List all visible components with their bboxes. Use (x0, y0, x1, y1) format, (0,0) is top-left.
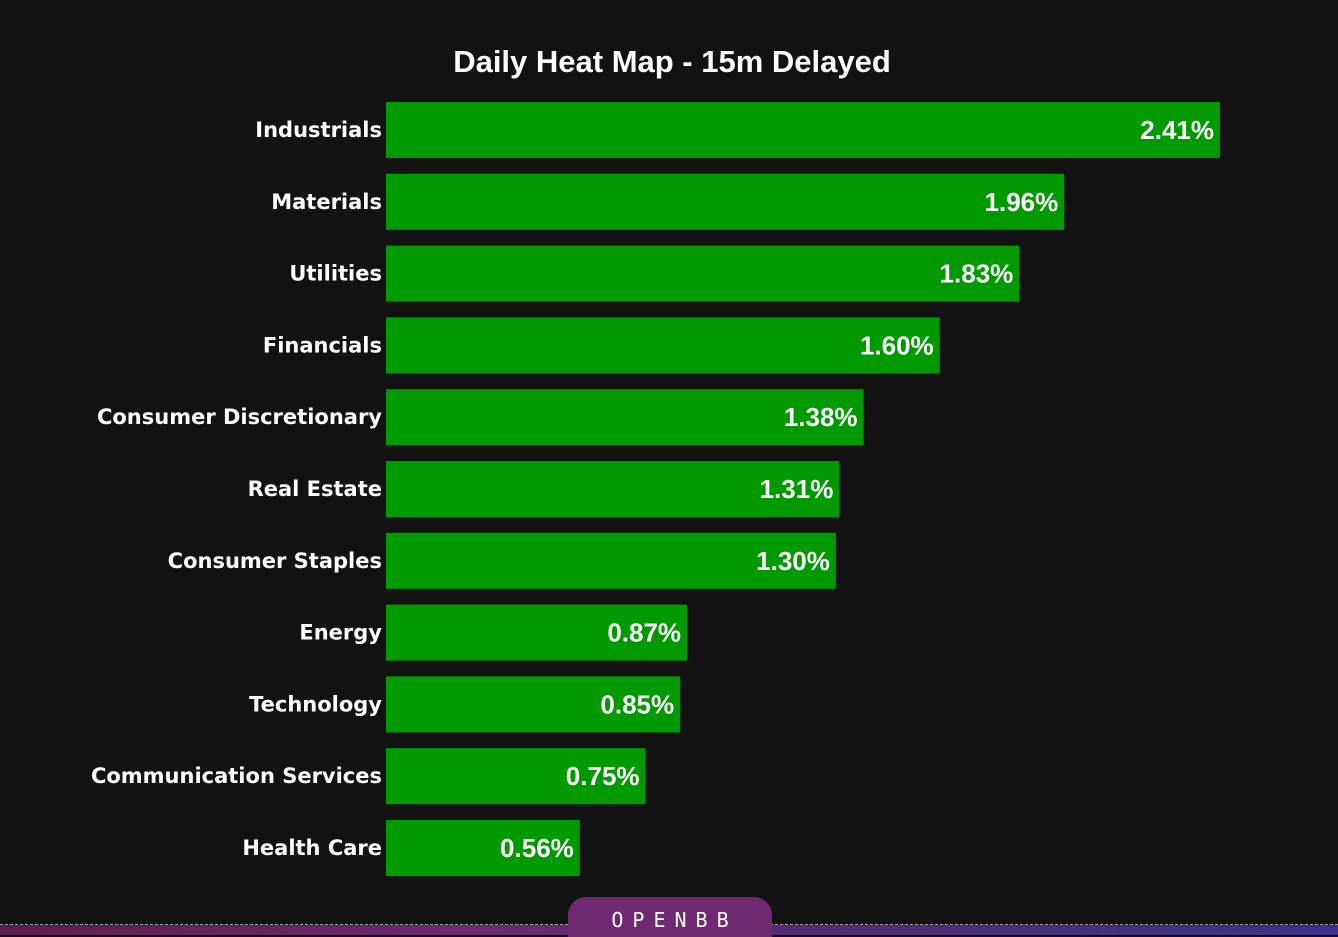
category-label: Industrials (255, 118, 382, 142)
bar-financials (386, 317, 940, 374)
value-label: 0.85% (600, 689, 674, 719)
brand-tab (568, 897, 772, 937)
category-label: Consumer Discretionary (97, 405, 382, 429)
value-label: 1.30% (756, 546, 830, 576)
value-label: 0.56% (500, 833, 574, 863)
bars-layer: Industrials 2.41% Materials 1.96% Utilities 1… (91, 102, 1220, 876)
value-label: 0.75% (566, 761, 640, 791)
bar-industrials (386, 102, 1220, 158)
value-label: 0.87% (607, 618, 681, 648)
bar-health-care (386, 820, 580, 876)
bar-consumer-staples (386, 532, 836, 589)
category-label: Materials (271, 190, 382, 214)
value-label: 1.96% (985, 187, 1059, 217)
chart-title: Daily Heat Map - 15m Delayed (453, 44, 891, 79)
bar-utilities (386, 245, 1020, 302)
category-label: Health Care (242, 836, 382, 860)
value-label: 1.83% (940, 259, 1014, 289)
category-label: Communication Services (91, 764, 382, 788)
value-label: 1.60% (860, 330, 934, 360)
bar-energy (386, 604, 688, 661)
bar-communication-services (386, 748, 646, 805)
category-label: Energy (299, 621, 382, 645)
bar-materials (386, 173, 1065, 230)
value-label: 2.41% (1140, 115, 1214, 145)
bar-real-estate (386, 461, 840, 517)
bar-consumer-discretionary (386, 389, 864, 446)
category-label: Utilities (289, 262, 382, 286)
category-label: Real Estate (248, 477, 382, 501)
brand-logo: OPENBB (611, 908, 738, 932)
value-label: 1.38% (784, 402, 858, 432)
value-label: 1.31% (760, 474, 834, 504)
category-label: Financials (263, 333, 382, 357)
bar-technology (386, 676, 681, 733)
category-label: Technology (249, 692, 382, 716)
category-label: Consumer Staples (168, 549, 382, 573)
